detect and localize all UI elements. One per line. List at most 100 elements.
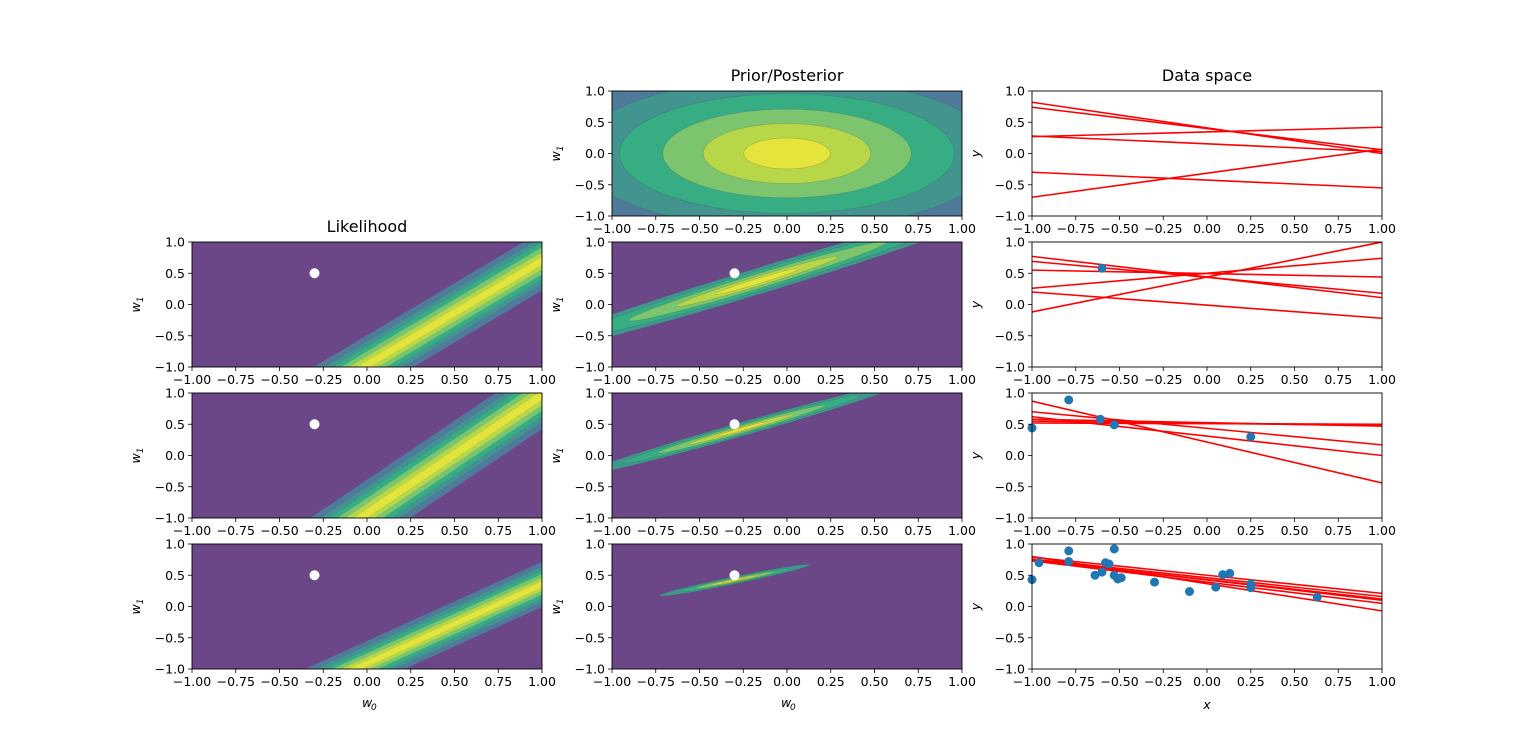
x-tick-label: −0.50 xyxy=(1100,221,1138,236)
data-point xyxy=(1185,587,1194,596)
title-likelihood: Likelihood xyxy=(327,217,408,236)
x-tick-label: 0.75 xyxy=(1324,221,1352,236)
y-tick-label: 0.0 xyxy=(165,599,185,614)
data-point xyxy=(1095,414,1105,424)
x-tick-label: 0.50 xyxy=(1281,674,1309,689)
x-tick-label: −1.00 xyxy=(1013,372,1051,387)
x-tick-label: 0.75 xyxy=(1324,523,1352,538)
svg-text:w: w xyxy=(781,695,792,710)
x-tick-label: 0.25 xyxy=(1237,221,1265,236)
true-parameter-marker xyxy=(729,570,740,581)
plot-area xyxy=(1032,242,1382,320)
sample-line xyxy=(1032,135,1382,153)
x-tick-label: −1.00 xyxy=(173,523,211,538)
x-tick-label: −0.75 xyxy=(637,221,675,236)
panel-data-row1: −1.00 −0.75 −0.50 −0.25 0.00 0.25 0.50 0.75 1.00… xyxy=(968,235,1396,388)
x-tick-label: 0.25 xyxy=(397,674,425,689)
x-tick-label: −0.25 xyxy=(1144,523,1182,538)
data-point xyxy=(1064,557,1074,566)
likelihood-level-5 xyxy=(340,577,542,669)
x-tick-label: 1.00 xyxy=(948,372,976,387)
x-tick-label: −1.00 xyxy=(593,221,631,236)
x-tick-label: 1.00 xyxy=(1368,372,1396,387)
y-tick-label: −0.5 xyxy=(995,479,1025,494)
x-tick-label: 0.00 xyxy=(353,523,381,538)
y-tick-label: −1.0 xyxy=(575,662,605,677)
y-tick-label: −0.5 xyxy=(575,177,605,192)
y-tick-label: −0.5 xyxy=(155,328,185,343)
x-tick-label: −0.25 xyxy=(304,674,342,689)
x-tick-label: 0.50 xyxy=(861,221,889,236)
x-tick-label: −0.50 xyxy=(1100,674,1138,689)
y-tick-label: 1.0 xyxy=(585,386,605,401)
x-tick-label: 0.25 xyxy=(817,674,845,689)
data-point xyxy=(1246,432,1256,442)
sample-line xyxy=(1032,559,1382,600)
data-point xyxy=(1064,546,1074,556)
y-tick-label: 0.5 xyxy=(165,266,185,281)
x-tick-label: −1.00 xyxy=(1013,221,1051,236)
data-point xyxy=(1064,395,1074,405)
sample-line xyxy=(1032,242,1382,313)
data-point xyxy=(1218,570,1228,580)
title-data-space: Data space xyxy=(1162,66,1252,85)
y-tick-label: 0.5 xyxy=(585,417,605,432)
y-tick-label: −1.0 xyxy=(995,511,1025,526)
x-tick-label: −0.25 xyxy=(1144,372,1182,387)
x-tick-label: 0.50 xyxy=(861,523,889,538)
plot-area xyxy=(1032,400,1382,484)
x-tick-label: 0.25 xyxy=(1237,523,1265,538)
contour-level-5 xyxy=(713,421,770,438)
x-tick-label: 0.00 xyxy=(773,523,801,538)
likelihood-level-2 xyxy=(324,242,542,367)
y-tick-label: −0.5 xyxy=(995,328,1025,343)
x-tick-label: −0.75 xyxy=(1057,523,1095,538)
sample-line xyxy=(1032,418,1382,427)
x-tick-label: 0.50 xyxy=(1281,372,1309,387)
x-tick-label: 0.50 xyxy=(1281,221,1309,236)
sample-line xyxy=(1032,400,1382,484)
x-tick-label: −0.25 xyxy=(304,372,342,387)
y-axis-label: y xyxy=(968,602,983,611)
sample-line xyxy=(1032,291,1382,320)
panel-data-row2: −1.00 −0.75 −0.50 −0.25 0.00 0.25 0.50 0.75 1.00… xyxy=(968,386,1396,539)
y-tick-label: 0.0 xyxy=(585,146,605,161)
x-tick-label: 0.00 xyxy=(773,372,801,387)
plot-area xyxy=(612,393,962,518)
likelihood-level-6 xyxy=(353,393,542,518)
xlabel-w0-posterior: w 0 xyxy=(781,695,796,713)
sample-line xyxy=(1032,410,1382,446)
y-tick-label: 0.0 xyxy=(585,599,605,614)
x-tick-label: 1.00 xyxy=(528,523,556,538)
x-tick-label: −0.75 xyxy=(637,674,675,689)
plot-area xyxy=(1032,555,1382,612)
x-tick-label: −0.75 xyxy=(217,372,255,387)
x-tick-label: −0.25 xyxy=(304,523,342,538)
xlabel-w0-likelihood: w 0 xyxy=(362,695,377,713)
x-tick-label: 0.50 xyxy=(441,523,469,538)
y-tick-label: −1.0 xyxy=(575,511,605,526)
sample-line xyxy=(1032,560,1382,605)
true-parameter-marker xyxy=(309,419,320,430)
data-point xyxy=(1225,568,1235,578)
data-point xyxy=(1312,592,1322,602)
svg-text:0: 0 xyxy=(371,703,377,713)
y-tick-label: 1.0 xyxy=(585,84,605,99)
likelihood-level-6 xyxy=(348,581,542,669)
plot-area xyxy=(612,91,962,216)
y-tick-label: 0.0 xyxy=(585,297,605,312)
x-tick-label: 1.00 xyxy=(948,674,976,689)
likelihood-level-6 xyxy=(357,257,542,367)
svg-text:w: w xyxy=(362,695,373,710)
x-tick-label: 1.00 xyxy=(1368,674,1396,689)
x-tick-label: 0.75 xyxy=(904,372,932,387)
y-tick-label: 0.0 xyxy=(585,448,605,463)
x-tick-label: 0.00 xyxy=(353,674,381,689)
x-tick-label: 0.75 xyxy=(904,221,932,236)
true-parameter-marker xyxy=(309,268,320,279)
contour-level-0 xyxy=(612,544,962,669)
x-tick-label: −1.00 xyxy=(173,372,211,387)
y-axis-label: y xyxy=(968,300,983,309)
y-tick-label: 1.0 xyxy=(1005,386,1025,401)
x-tick-label: 0.25 xyxy=(1237,372,1265,387)
